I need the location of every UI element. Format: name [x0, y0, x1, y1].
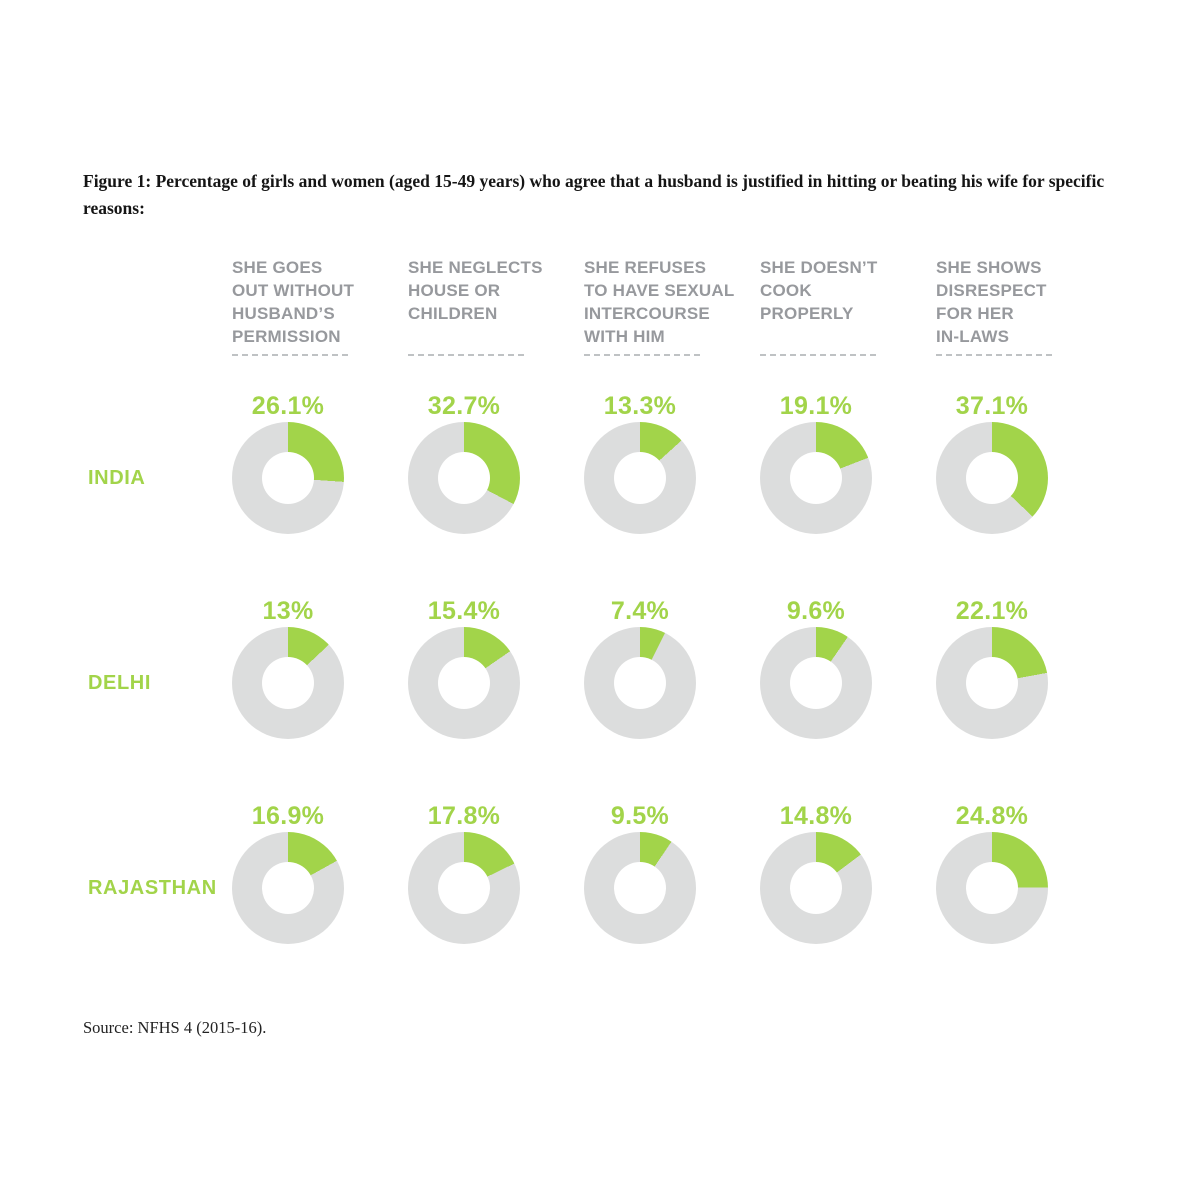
donut-cell: 7.4% — [584, 571, 760, 776]
column-divider-dash — [408, 354, 524, 356]
column-header-label: SHE GOES OUT WITHOUT HUSBAND’S PERMISSIO… — [232, 258, 355, 346]
column-divider-dash — [232, 354, 348, 356]
donut-value-label: 17.8% — [427, 802, 501, 830]
donut-value-label: 14.8% — [779, 802, 853, 830]
donut-value-label: 32.7% — [427, 392, 501, 420]
donut-value-label: 22.1% — [955, 597, 1029, 625]
column-header-permission: SHE GOES OUT WITHOUT HUSBAND’S PERMISSIO… — [232, 256, 408, 366]
donut-value-label: 24.8% — [955, 802, 1029, 830]
donut-hole — [614, 452, 666, 504]
column-header-inlaws: SHE SHOWS DISRESPECT FOR HER IN-LAWS — [936, 256, 1112, 366]
column-header-neglects: SHE NEGLECTS HOUSE OR CHILDREN — [408, 256, 584, 366]
donut-cell: 26.1% — [232, 366, 408, 571]
donut-hole — [438, 657, 490, 709]
donut-chart — [760, 832, 872, 944]
figure-title: Figure 1: Percentage of girls and women … — [83, 171, 1105, 218]
donut-chart — [584, 422, 696, 534]
donut-hole — [438, 452, 490, 504]
donut-cell: 13% — [232, 571, 408, 776]
donut-hole — [262, 862, 314, 914]
donut-chart — [936, 422, 1048, 534]
donut-grid: SHE GOES OUT WITHOUT HUSBAND’S PERMISSIO… — [83, 256, 1112, 981]
donut-hole — [966, 862, 1018, 914]
row-label-cell: RAJASTHAN — [83, 776, 232, 981]
donut-cell: 15.4% — [408, 571, 584, 776]
donut-cell: 9.5% — [584, 776, 760, 981]
donut-value-label: 9.6% — [786, 597, 846, 625]
row-label-cell: DELHI — [83, 571, 232, 776]
column-header-refuses: SHE REFUSES TO HAVE SEXUAL INTERCOURSE W… — [584, 256, 760, 366]
donut-hole — [790, 657, 842, 709]
column-header-label: SHE REFUSES TO HAVE SEXUAL INTERCOURSE W… — [584, 258, 735, 346]
donut-value-label: 19.1% — [779, 392, 853, 420]
column-header-cook: SHE DOESN’T COOK PROPERLY — [760, 256, 936, 366]
donut-cell: 16.9% — [232, 776, 408, 981]
row-label-delhi: DELHI — [88, 672, 151, 694]
donut-hole — [438, 862, 490, 914]
donut-cell: 22.1% — [936, 571, 1112, 776]
source-note: Source: NFHS 4 (2015-16). — [83, 1018, 267, 1037]
donut-cell: 17.8% — [408, 776, 584, 981]
row-label-rajasthan: RAJASTHAN — [88, 877, 217, 899]
donut-chart — [936, 627, 1048, 739]
donut-chart — [936, 832, 1048, 944]
donut-cell: 13.3% — [584, 366, 760, 571]
column-divider-dash — [584, 354, 700, 356]
donut-hole — [614, 862, 666, 914]
donut-chart — [408, 422, 520, 534]
donut-chart — [408, 832, 520, 944]
donut-value-label: 13% — [262, 597, 314, 625]
row-label-india: INDIA — [88, 467, 146, 489]
column-header-label: SHE DOESN’T COOK PROPERLY — [760, 258, 878, 323]
donut-chart — [408, 627, 520, 739]
donut-chart — [232, 832, 344, 944]
donut-cell: 24.8% — [936, 776, 1112, 981]
donut-hole — [966, 452, 1018, 504]
donut-hole — [966, 657, 1018, 709]
donut-value-label: 13.3% — [603, 392, 677, 420]
donut-chart — [760, 627, 872, 739]
donut-chart — [760, 422, 872, 534]
donut-chart — [584, 627, 696, 739]
column-divider-dash — [936, 354, 1052, 356]
donut-chart — [232, 422, 344, 534]
column-header-label: SHE NEGLECTS HOUSE OR CHILDREN — [408, 258, 543, 323]
donut-value-label: 37.1% — [955, 392, 1029, 420]
donut-hole — [262, 657, 314, 709]
donut-cell: 19.1% — [760, 366, 936, 571]
donut-value-label: 7.4% — [610, 597, 670, 625]
column-divider-dash — [760, 354, 876, 356]
grid-corner-spacer — [83, 256, 232, 366]
donut-cell: 14.8% — [760, 776, 936, 981]
column-header-label: SHE SHOWS DISRESPECT FOR HER IN-LAWS — [936, 258, 1047, 346]
donut-chart — [584, 832, 696, 944]
donut-value-label: 9.5% — [610, 802, 670, 830]
donut-cell: 37.1% — [936, 366, 1112, 571]
row-label-cell: INDIA — [83, 366, 232, 571]
donut-chart — [232, 627, 344, 739]
donut-hole — [790, 452, 842, 504]
donut-value-label: 16.9% — [251, 802, 325, 830]
donut-hole — [262, 452, 314, 504]
donut-cell: 32.7% — [408, 366, 584, 571]
donut-value-label: 15.4% — [427, 597, 501, 625]
donut-hole — [614, 657, 666, 709]
donut-hole — [790, 862, 842, 914]
donut-value-label: 26.1% — [251, 392, 325, 420]
donut-cell: 9.6% — [760, 571, 936, 776]
